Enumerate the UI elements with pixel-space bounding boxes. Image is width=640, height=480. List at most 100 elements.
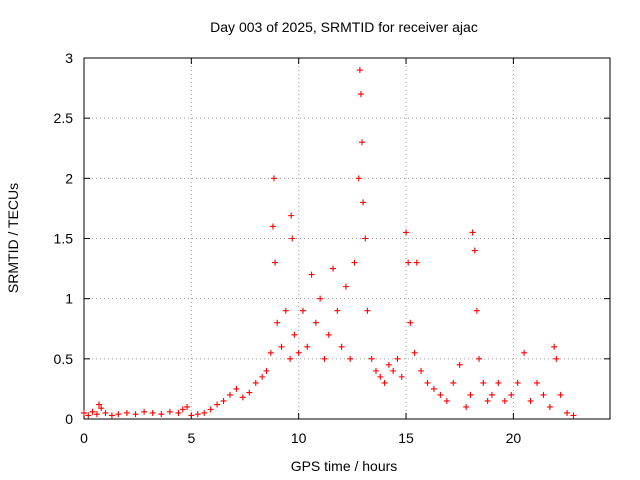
data-point xyxy=(355,175,362,182)
y-tick-label: 0 xyxy=(65,411,73,427)
data-point xyxy=(469,229,476,236)
data-point xyxy=(141,408,148,415)
y-axis-label: SRMTID / TECUs xyxy=(5,183,21,293)
y-tick-label: 0.5 xyxy=(54,351,74,367)
x-tick-label: 5 xyxy=(187,430,195,446)
data-point xyxy=(330,265,337,272)
data-point xyxy=(81,409,87,416)
data-point xyxy=(201,409,208,416)
grid xyxy=(84,58,610,419)
data-point xyxy=(291,331,298,338)
data-point xyxy=(484,397,491,404)
data-point xyxy=(149,409,156,416)
data-point xyxy=(564,409,571,416)
data-point xyxy=(98,405,105,412)
x-tick-label: 0 xyxy=(80,430,88,446)
data-point xyxy=(351,259,358,266)
data-point xyxy=(473,307,480,314)
data-point xyxy=(471,247,478,254)
data-point xyxy=(488,391,495,398)
data-point xyxy=(394,355,401,362)
data-point xyxy=(166,408,173,415)
data-point xyxy=(246,389,253,396)
data-point xyxy=(342,283,349,290)
data-point xyxy=(102,409,109,416)
data-point xyxy=(278,343,285,350)
data-point xyxy=(263,367,270,374)
data-point xyxy=(437,391,444,398)
data-point xyxy=(424,379,431,386)
data-point xyxy=(93,411,100,418)
x-tick-label: 10 xyxy=(291,430,307,446)
data-point xyxy=(179,406,186,413)
data-point xyxy=(272,259,279,266)
data-point xyxy=(89,408,96,415)
data-point xyxy=(175,409,182,416)
data-point xyxy=(338,343,345,350)
data-point xyxy=(282,307,289,314)
data-point xyxy=(360,199,367,206)
data-point xyxy=(252,379,259,386)
plot-frame xyxy=(83,57,611,420)
data-point xyxy=(226,391,233,398)
data-point xyxy=(207,406,214,413)
data-point xyxy=(184,403,191,410)
data-point xyxy=(325,331,332,338)
data-point xyxy=(514,379,521,386)
data-point xyxy=(312,319,319,326)
data-point xyxy=(551,343,558,350)
data-point xyxy=(123,409,130,416)
data-point xyxy=(274,319,281,326)
data-point xyxy=(321,355,328,362)
data-point xyxy=(390,367,397,374)
data-series xyxy=(81,67,577,419)
y-tick-label: 1 xyxy=(65,291,73,307)
x-axis-label: GPS time / hours xyxy=(291,458,398,474)
data-point xyxy=(96,401,103,408)
data-point xyxy=(405,259,412,266)
data-point xyxy=(188,412,195,419)
data-point xyxy=(372,367,379,374)
data-point xyxy=(377,373,384,380)
x-tick-label: 20 xyxy=(506,430,522,446)
data-point xyxy=(267,349,274,356)
data-point xyxy=(501,397,508,404)
data-point xyxy=(476,355,483,362)
data-point xyxy=(398,373,405,380)
data-point xyxy=(308,271,315,278)
axis-ticks: 0 0.5 1 1.5 2 2.5 3 0 5 10 15 20 xyxy=(54,50,610,446)
data-point xyxy=(299,307,306,314)
data-point xyxy=(407,319,414,326)
data-point xyxy=(158,411,165,418)
data-point xyxy=(357,91,364,98)
y-tick-label: 2 xyxy=(65,170,73,186)
data-point xyxy=(418,367,425,374)
y-tick-label: 2.5 xyxy=(54,110,74,126)
data-point xyxy=(540,391,547,398)
data-point xyxy=(287,355,294,362)
data-point xyxy=(463,403,470,410)
data-point xyxy=(467,391,474,398)
data-point xyxy=(239,394,246,401)
data-point xyxy=(295,349,302,356)
data-point xyxy=(430,385,437,392)
data-point xyxy=(411,349,418,356)
x-tick-label: 15 xyxy=(398,430,414,446)
data-point xyxy=(368,355,375,362)
data-point xyxy=(115,411,122,418)
data-point xyxy=(413,259,420,266)
data-point xyxy=(289,235,296,242)
data-point xyxy=(288,212,295,219)
data-point xyxy=(359,139,366,146)
data-point xyxy=(534,379,541,386)
data-point xyxy=(347,355,354,362)
data-point xyxy=(385,361,392,368)
data-point xyxy=(269,223,276,230)
data-point xyxy=(403,229,410,236)
data-point xyxy=(553,355,560,362)
data-point xyxy=(220,397,227,404)
data-point xyxy=(557,391,564,398)
data-point xyxy=(271,175,278,182)
data-point xyxy=(194,411,201,418)
data-point xyxy=(450,379,457,386)
